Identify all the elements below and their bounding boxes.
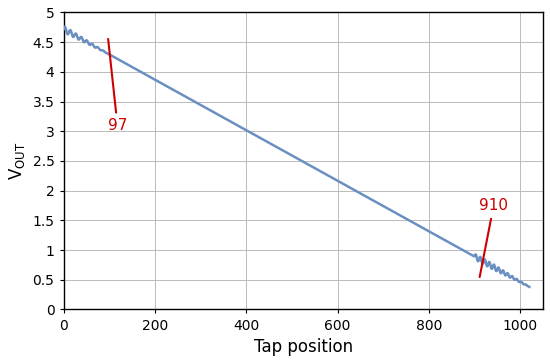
Text: 97: 97 — [108, 39, 127, 133]
Text: 910: 910 — [479, 198, 508, 277]
Y-axis label: $\mathregular{V_{OUT}}$: $\mathregular{V_{OUT}}$ — [7, 142, 27, 180]
X-axis label: Tap position: Tap position — [254, 338, 353, 356]
